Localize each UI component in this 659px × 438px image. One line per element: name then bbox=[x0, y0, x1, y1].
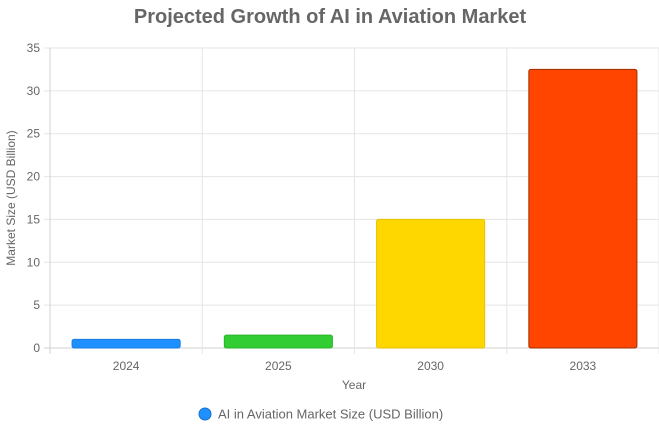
x-tick-label: 2025 bbox=[265, 359, 292, 373]
x-axis-label: Year bbox=[342, 378, 366, 392]
bars-layer bbox=[71, 68, 638, 349]
y-tick-label: 30 bbox=[27, 84, 41, 98]
bar-2030[interactable] bbox=[376, 218, 486, 349]
y-tick-label: 0 bbox=[33, 341, 40, 355]
y-tick-label: 5 bbox=[33, 298, 40, 312]
y-axis-label: Market Size (USD Billion) bbox=[4, 130, 18, 265]
legend-label: AI in Aviation Market Size (USD Billion) bbox=[218, 407, 443, 422]
y-tick-label: 25 bbox=[27, 127, 41, 141]
legend-marker bbox=[198, 407, 212, 421]
legend[interactable]: AI in Aviation Market Size (USD Billion) bbox=[198, 407, 443, 422]
bar-2024[interactable] bbox=[71, 338, 181, 349]
bar-2025[interactable] bbox=[223, 334, 333, 349]
y-tick-label: 15 bbox=[27, 212, 41, 226]
x-tick-label: 2033 bbox=[570, 359, 597, 373]
x-tick-label: 2030 bbox=[417, 359, 444, 373]
y-tick-label: 35 bbox=[27, 41, 41, 55]
chart-title: Projected Growth of AI in Aviation Marke… bbox=[134, 6, 527, 28]
grid-layer bbox=[44, 47, 659, 354]
x-tick-label: 2024 bbox=[113, 359, 140, 373]
y-tick-label: 20 bbox=[27, 170, 41, 184]
bar-2033[interactable] bbox=[528, 68, 638, 349]
y-tick-label: 10 bbox=[27, 255, 41, 269]
